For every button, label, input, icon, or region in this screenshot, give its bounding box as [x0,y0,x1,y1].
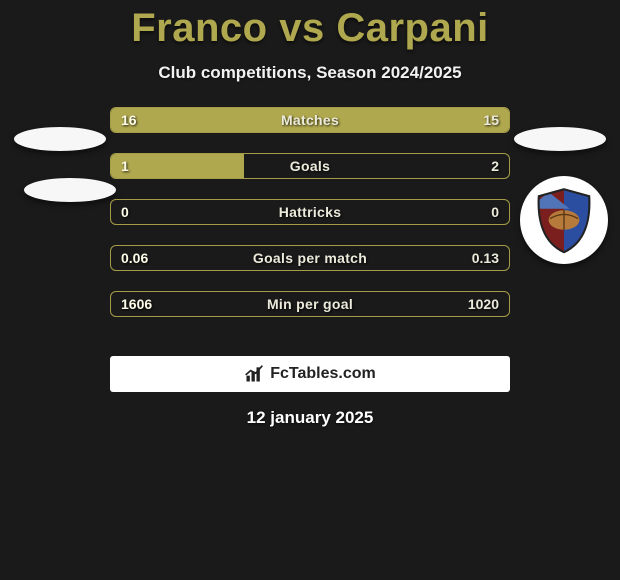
stat-right-value: 0.13 [472,246,499,270]
fctables-logo-text: FcTables.com [270,365,376,383]
stat-bar: 0.06 Goals per match 0.13 [110,245,510,271]
bar-chart-icon [244,364,264,384]
page-title: Franco vs Carpani [0,0,620,51]
fctables-logo[interactable]: FcTables.com [110,356,510,392]
stat-bar: 1606 Min per goal 1020 [110,291,510,317]
stat-right-value: 2 [491,154,499,178]
stat-right-value: 15 [483,108,499,132]
player-right-name: Carpani [336,6,488,50]
stat-bar: 0 Hattricks 0 [110,199,510,225]
stat-bar: 16 Matches 15 [110,107,510,133]
player-left-name: Franco [131,6,267,50]
subtitle: Club competitions, Season 2024/2025 [0,63,620,83]
club-left-crest-placeholder [24,178,116,202]
stat-label: Min per goal [111,292,509,316]
stat-right-value: 0 [491,200,499,224]
shield-icon [529,185,599,255]
stat-label: Matches [111,108,509,132]
stat-label: Goals per match [111,246,509,270]
club-right-crest [520,176,608,264]
player-left-photo-placeholder [14,127,106,151]
stat-bars: 16 Matches 15 1 Goals 2 0 Hattricks 0 0.… [110,107,510,317]
footer-date: 12 january 2025 [0,408,620,428]
stat-bar: 1 Goals 2 [110,153,510,179]
vs-text: vs [279,6,325,50]
stat-right-value: 1020 [468,292,499,316]
stat-label: Hattricks [111,200,509,224]
player-right-photo-placeholder [514,127,606,151]
stat-label: Goals [111,154,509,178]
